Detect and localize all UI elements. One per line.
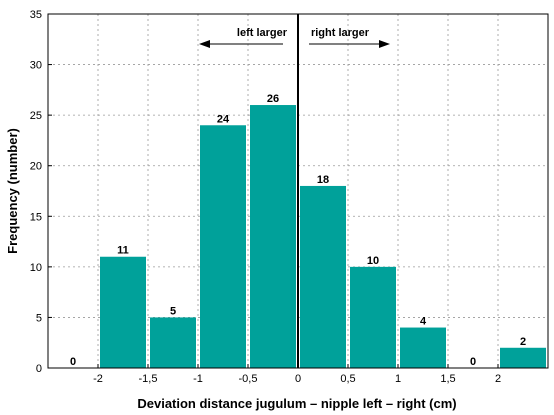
x-tick-label-2: -1 [193,373,203,385]
y-tick-label-1: 5 [36,312,42,324]
data-label-9: 2 [520,336,526,348]
data-label-7: 4 [420,316,427,328]
bar-5 [300,185,346,368]
annotation-left-larger: left larger [237,27,288,39]
x-tick-label-3: -0,5 [239,373,258,385]
y-tick-label-2: 10 [30,262,42,274]
data-label-1: 11 [117,245,129,257]
bar-3 [200,125,246,368]
data-label-0: 0 [70,356,76,368]
y-tick-label-5: 25 [30,110,42,122]
x-tick-label-4: 0 [295,373,301,385]
bars [100,105,546,369]
x-tick-label-7: 1,5 [440,373,455,385]
bar-7 [400,327,446,368]
data-label-3: 24 [217,113,230,125]
y-tick-label-7: 35 [30,9,42,21]
x-tick-label-8: 2 [495,373,501,385]
data-labels: 0 11 5 24 26 18 10 4 0 2 [70,93,526,368]
data-label-2: 5 [170,305,176,317]
bar-2 [150,317,196,368]
y-axis-label: Frequency (number) [5,128,20,254]
data-label-5: 18 [317,174,329,186]
y-tick-label-3: 15 [30,211,42,223]
bar-9 [500,347,546,368]
y-tick-label-0: 0 [36,363,42,375]
arrow-right-icon [309,40,390,48]
annotation-right-larger: right larger [311,27,370,39]
data-label-4: 26 [267,93,279,105]
bar-6 [350,266,396,368]
bar-1 [100,256,146,368]
bar-4 [250,105,296,369]
arrow-left-icon [199,40,283,48]
x-tick-label-6: 1 [395,373,401,385]
x-axis-label: Deviation distance jugulum – nipple left… [137,396,456,411]
data-label-8: 0 [470,356,476,368]
x-tick-label-5: 0,5 [340,373,355,385]
y-tick-label-6: 30 [30,60,42,72]
y-tick-label-4: 20 [30,161,42,173]
data-label-6: 10 [367,255,379,267]
x-tick-label-0: -2 [93,373,103,385]
x-tick-label-1: -1,5 [139,373,158,385]
